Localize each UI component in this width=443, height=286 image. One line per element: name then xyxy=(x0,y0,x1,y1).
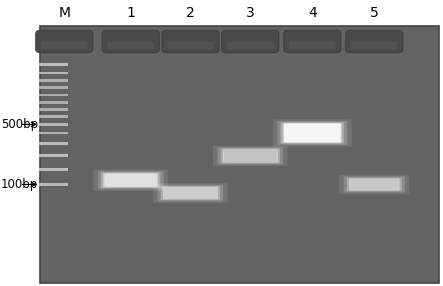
FancyBboxPatch shape xyxy=(213,146,288,166)
Text: M: M xyxy=(58,6,70,20)
FancyBboxPatch shape xyxy=(103,173,158,187)
FancyBboxPatch shape xyxy=(167,42,214,49)
FancyBboxPatch shape xyxy=(153,183,228,203)
FancyBboxPatch shape xyxy=(283,123,342,143)
Bar xyxy=(39,108,67,111)
Bar xyxy=(39,101,67,104)
FancyBboxPatch shape xyxy=(280,122,344,144)
FancyBboxPatch shape xyxy=(277,121,347,145)
FancyBboxPatch shape xyxy=(284,30,341,53)
Bar xyxy=(39,168,67,171)
FancyBboxPatch shape xyxy=(162,30,219,53)
Bar xyxy=(39,142,67,145)
Text: 1: 1 xyxy=(126,6,135,20)
FancyBboxPatch shape xyxy=(35,30,93,53)
FancyBboxPatch shape xyxy=(107,42,154,49)
Bar xyxy=(39,79,67,82)
Bar xyxy=(39,86,67,89)
FancyBboxPatch shape xyxy=(163,187,218,199)
FancyBboxPatch shape xyxy=(284,124,341,142)
Text: 5: 5 xyxy=(370,6,379,20)
FancyBboxPatch shape xyxy=(346,30,403,53)
FancyBboxPatch shape xyxy=(158,185,223,201)
FancyBboxPatch shape xyxy=(98,171,163,189)
Bar xyxy=(39,72,67,74)
FancyBboxPatch shape xyxy=(351,42,397,49)
Text: 4: 4 xyxy=(308,6,317,20)
FancyBboxPatch shape xyxy=(93,169,168,191)
Bar xyxy=(39,94,67,96)
Bar xyxy=(39,123,67,126)
FancyBboxPatch shape xyxy=(223,149,278,162)
FancyBboxPatch shape xyxy=(105,174,157,187)
Text: 100bp: 100bp xyxy=(1,178,38,191)
FancyBboxPatch shape xyxy=(227,42,273,49)
FancyBboxPatch shape xyxy=(344,176,405,192)
FancyBboxPatch shape xyxy=(289,42,336,49)
FancyBboxPatch shape xyxy=(41,42,88,49)
Text: 500bp: 500bp xyxy=(1,118,38,131)
FancyBboxPatch shape xyxy=(161,186,220,200)
Bar xyxy=(39,115,67,118)
FancyBboxPatch shape xyxy=(273,119,352,147)
FancyBboxPatch shape xyxy=(101,172,160,188)
FancyBboxPatch shape xyxy=(222,30,279,53)
FancyBboxPatch shape xyxy=(350,179,398,190)
Bar xyxy=(39,154,67,157)
FancyBboxPatch shape xyxy=(339,175,409,194)
Bar xyxy=(39,183,67,186)
Bar xyxy=(39,132,67,134)
FancyBboxPatch shape xyxy=(102,30,159,53)
FancyBboxPatch shape xyxy=(347,178,402,191)
FancyBboxPatch shape xyxy=(349,178,400,190)
FancyBboxPatch shape xyxy=(218,147,283,165)
FancyBboxPatch shape xyxy=(224,150,276,162)
Text: 2: 2 xyxy=(186,6,195,20)
Bar xyxy=(39,63,67,66)
FancyBboxPatch shape xyxy=(164,187,217,199)
Text: 3: 3 xyxy=(246,6,255,20)
FancyBboxPatch shape xyxy=(221,148,280,163)
